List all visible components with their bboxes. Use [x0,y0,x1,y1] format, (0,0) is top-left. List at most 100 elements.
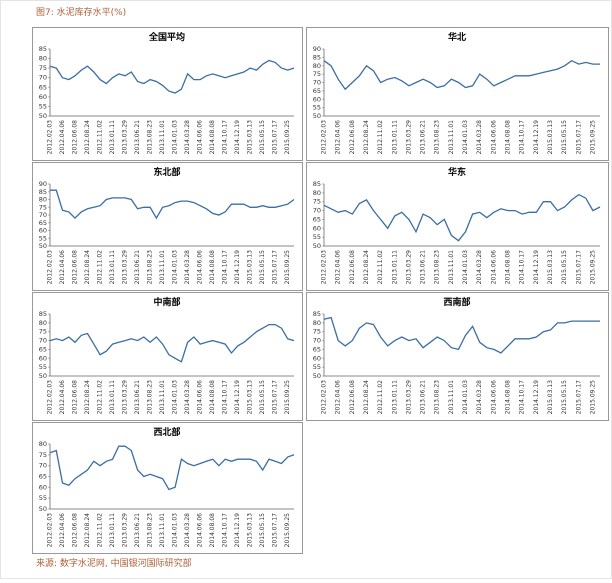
chart-title: 华东 [448,166,466,178]
panel [32,292,303,421]
y-tick-label: 80 [39,196,47,204]
y-tick-label: 65 [39,473,47,481]
x-tick-label: 2012.02.03 [321,380,328,415]
x-tick-label: 2013.03.29 [122,120,129,155]
x-tick-label: 2014.06.06 [197,513,204,548]
y-tick-label: 75 [39,203,47,211]
y-tick-label: 70 [39,337,47,345]
x-tick-label: 2013.01.11 [109,250,116,285]
x-tick-label: 2014.03.28 [476,380,483,415]
y-tick-label: 65 [39,345,47,353]
x-tick-label: 2014.01.03 [172,250,179,285]
x-tick-label: 2014.08.08 [209,250,216,285]
y-tick-label: 80 [313,189,321,197]
x-tick-label: 2013.06.21 [420,250,427,285]
series-line [49,445,295,491]
x-tick-label: 2013.03.29 [122,250,129,285]
x-tick-label: 2013.08.23 [147,380,154,415]
x-tick-label: 2015.03.13 [547,380,554,415]
x-tick-label: 2012.06.08 [72,250,79,285]
y-tick-label: 80 [39,319,47,327]
x-tick-label: 2012.06.08 [349,380,356,415]
y-tick-label: 55 [39,102,47,110]
x-tick-label: 2013.03.29 [405,380,412,415]
x-tick-label: 2013.11.01 [159,513,166,548]
y-tick-label: 50 [313,372,321,380]
x-tick-label: 2013.08.23 [434,250,441,285]
x-tick-label: 2014.08.08 [209,120,216,155]
y-tick-label: 70 [313,79,321,87]
y-tick-label: 75 [39,64,47,72]
x-tick-label: 2014.08.08 [505,380,512,415]
chart-title: 西北部 [153,426,180,438]
y-tick-label: 80 [313,319,321,327]
x-tick-label: 2014.08.08 [209,513,216,548]
x-tick-label: 2013.01.11 [109,380,116,415]
y-tick-label: 75 [313,198,321,206]
x-tick-label: 2013.03.29 [405,250,412,285]
y-tick-label: 85 [313,53,321,61]
y-tick-label: 50 [39,112,47,120]
x-tick-label: 2013.06.21 [134,250,141,285]
x-tick-label: 2012.11.02 [97,513,104,548]
y-tick-label: 50 [39,505,47,513]
x-tick-label: 2014.08.08 [505,120,512,155]
x-tick-label: 2013.06.21 [134,513,141,548]
x-tick-label: 2015.03.13 [547,120,554,155]
x-tick-label: 2014.01.03 [462,380,469,415]
panel [306,27,609,161]
x-tick-label: 2013.06.21 [420,120,427,155]
chart-title: 东北部 [153,166,180,178]
x-tick-label: 2012.04.06 [335,250,342,285]
y-tick-label: 75 [313,70,321,78]
x-tick-label: 2014.01.03 [172,380,179,415]
panel [306,162,609,291]
x-tick-label: 2013.03.29 [122,513,129,548]
x-tick-label: 2013.11.01 [448,250,455,285]
x-tick-label: 2013.11.01 [448,380,455,415]
x-tick-label: 2013.11.01 [159,380,166,415]
y-tick-label: 60 [39,354,47,362]
x-tick-label: 2014.01.03 [462,120,469,155]
x-tick-label: 2015.07.17 [575,120,582,155]
x-tick-label: 2015.09.25 [284,513,291,548]
x-tick-label: 2015.05.15 [259,250,266,285]
x-tick-label: 2014.06.06 [197,250,204,285]
x-tick-label: 2015.07.17 [272,250,279,285]
x-tick-label: 2014.06.06 [490,250,497,285]
chart-title: 全国平均 [148,31,185,43]
x-tick-label: 2012.06.08 [349,120,356,155]
x-tick-label: 2012.04.06 [335,120,342,155]
y-tick-label: 50 [39,242,47,250]
y-tick-label: 60 [39,93,47,101]
x-tick-label: 2015.05.15 [561,380,568,415]
x-tick-label: 2015.09.25 [589,120,596,155]
x-tick-label: 2012.02.03 [47,513,54,548]
x-tick-label: 2014.01.03 [172,513,179,548]
x-tick-label: 2012.04.06 [59,513,66,548]
x-tick-label: 2012.08.24 [363,380,370,415]
y-tick-label: 85 [313,180,321,188]
y-tick-label: 60 [39,227,47,235]
source: 来源: 数字水泥网, 中国银河国际研究部 [36,557,192,569]
x-tick-label: 2012.04.06 [59,380,66,415]
x-tick-label: 2015.09.25 [284,120,291,155]
x-tick-label: 2012.08.24 [84,513,91,548]
x-tick-label: 2014.10.17 [222,120,229,155]
x-tick-label: 2014.10.17 [222,513,229,548]
x-tick-label: 2014.10.17 [519,250,526,285]
series-line [49,323,295,363]
y-tick-label: 60 [39,483,47,491]
x-tick-label: 2015.07.17 [575,380,582,415]
x-tick-label: 2012.06.08 [349,250,356,285]
x-tick-label: 2012.11.02 [97,120,104,155]
x-tick-label: 2013.06.21 [420,380,427,415]
x-tick-label: 2015.03.13 [247,380,254,415]
chart-title: 中南部 [153,296,180,308]
x-tick-label: 2015.09.25 [284,380,291,415]
x-tick-label: 2014.10.17 [519,120,526,155]
y-tick-label: 55 [39,234,47,242]
x-tick-label: 2014.12.19 [234,120,241,155]
x-tick-label: 2015.07.17 [272,120,279,155]
x-tick-label: 2014.03.28 [184,513,191,548]
